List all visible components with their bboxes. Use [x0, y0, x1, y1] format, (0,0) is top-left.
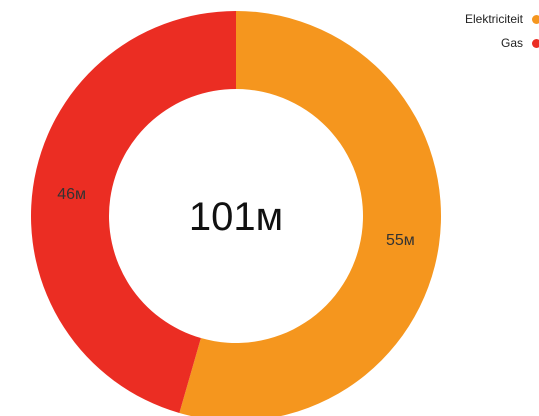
donut-slice-gas[interactable] — [30, 10, 236, 414]
slice-labels-layer: 55м 46м — [57, 186, 415, 249]
legend-swatch — [532, 38, 539, 48]
legend-label: Gas — [500, 36, 523, 50]
slice-value-label: 46м — [57, 186, 86, 203]
slice-value-label: 55м — [386, 232, 415, 249]
legend-item-elektriciteit[interactable]: Elektriciteit — [419, 7, 539, 31]
legend-label: Elektriciteit — [464, 12, 523, 26]
center-total-label: 101м — [189, 195, 283, 239]
slices-layer — [30, 10, 441, 416]
legend-item-gas[interactable]: Gas — [419, 31, 539, 55]
legend: Elektriciteit Gas — [419, 7, 539, 55]
donut-slice-elektriciteit[interactable] — [179, 11, 441, 416]
legend-swatch — [532, 14, 539, 24]
